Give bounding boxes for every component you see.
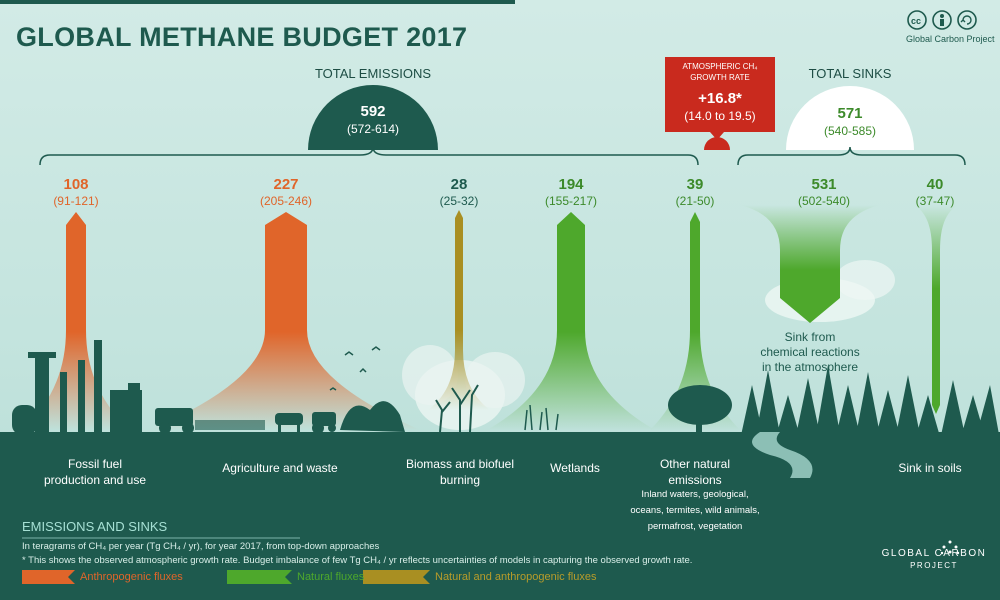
wetlands-value: 194 bbox=[558, 176, 584, 193]
fossil-fuel-value: 108 bbox=[63, 176, 89, 193]
legend-anthropogenic-label: Anthropogenic fluxes bbox=[80, 571, 183, 583]
legend-anthropogenic-swatch bbox=[22, 570, 75, 584]
growth-box bbox=[665, 57, 775, 132]
brand-mark bbox=[940, 540, 960, 555]
arrow-fossil-fuel bbox=[22, 212, 130, 430]
sink-soils-caption: Sink in soils bbox=[898, 461, 962, 475]
arrow-wetlands bbox=[487, 212, 655, 430]
growth-range: (14.0 to 19.5) bbox=[684, 109, 756, 123]
wetlands-caption: Wetlands bbox=[550, 461, 600, 475]
legend-note-1: In teragrams of CH₄ per year (Tg CH₄ / y… bbox=[22, 541, 380, 552]
other-natural-detail: Inland waters, geological, oceans, termi… bbox=[630, 489, 760, 532]
other-natural-value: 39 bbox=[686, 176, 704, 193]
sink-atmosphere-caption: Sink from chemical reactions in the atmo… bbox=[760, 330, 860, 374]
by-icon bbox=[940, 14, 944, 18]
growth-value: +16.8* bbox=[698, 90, 742, 107]
wetlands-range: (155-217) bbox=[544, 194, 598, 208]
total-emissions-dome bbox=[308, 85, 438, 150]
growth-label-2: GROWTH RATE bbox=[690, 73, 750, 82]
arrow-sink-soils bbox=[914, 205, 958, 414]
brand-line-2: PROJECT bbox=[910, 561, 958, 570]
total-sinks-dome bbox=[786, 86, 914, 150]
ground bbox=[0, 432, 1000, 600]
biomass-range: (25-32) bbox=[439, 194, 479, 208]
logo-text: Global Carbon Project bbox=[906, 34, 995, 44]
cc-icon: cc bbox=[911, 16, 921, 26]
growth-pointer bbox=[710, 132, 724, 140]
growth-marker bbox=[704, 137, 730, 150]
arrow-agriculture bbox=[150, 212, 420, 430]
emissions-bracket bbox=[39, 146, 699, 166]
sink-soils-range: (37-47) bbox=[915, 194, 955, 208]
total-emissions-label: TOTAL EMISSIONS bbox=[314, 66, 432, 81]
agriculture-range: (205-246) bbox=[259, 194, 313, 208]
emission-arrows bbox=[22, 210, 740, 430]
biomass-caption: Biomass and biofuel burning bbox=[405, 457, 515, 487]
total-emissions-range: (572-614) bbox=[346, 122, 400, 136]
growth-label-1: ATMOSPHERIC CH₄ bbox=[682, 62, 758, 71]
legend-mixed-label: Natural and anthropogenic fluxes bbox=[435, 571, 597, 583]
biomass-value: 28 bbox=[450, 176, 468, 193]
license-icons bbox=[907, 10, 977, 30]
sink-atmosphere-value: 531 bbox=[811, 176, 837, 193]
fossil-fuel-caption: Fossil fuel production and use bbox=[43, 457, 147, 487]
top-strip bbox=[0, 0, 515, 4]
landscape-silhouettes bbox=[12, 340, 1000, 440]
other-natural-range: (21-50) bbox=[675, 194, 715, 208]
total-sinks-value: 571 bbox=[837, 105, 863, 122]
total-sinks-range: (540-585) bbox=[823, 124, 877, 138]
sink-soils-value: 40 bbox=[926, 176, 944, 193]
other-natural-caption: Other natural emissions bbox=[659, 457, 731, 487]
page-title: GLOBAL METHANE BUDGET 2017 bbox=[16, 22, 468, 52]
agriculture-value: 227 bbox=[273, 176, 299, 193]
legend-natural-swatch bbox=[227, 570, 292, 584]
legend-heading: EMISSIONS AND SINKS bbox=[22, 519, 168, 534]
sink-atmosphere-range: (502-540) bbox=[797, 194, 851, 208]
river bbox=[752, 432, 813, 478]
fossil-fuel-range: (91-121) bbox=[53, 194, 99, 208]
legend-note-2: * This shows the observed atmospheric gr… bbox=[22, 555, 693, 566]
total-sinks-label: TOTAL SINKS bbox=[808, 66, 892, 81]
agriculture-caption: Agriculture and waste bbox=[222, 461, 338, 475]
legend-natural-label: Natural fluxes bbox=[297, 571, 365, 583]
brand-line-1: GLOBAL CARBON bbox=[881, 548, 987, 559]
sinks-bracket bbox=[737, 146, 966, 166]
total-emissions-value: 592 bbox=[360, 103, 386, 120]
legend-mixed-swatch bbox=[363, 570, 430, 584]
sa-icon bbox=[960, 15, 972, 25]
arrow-biomass bbox=[428, 210, 490, 410]
arrow-other-natural bbox=[650, 212, 740, 430]
arrow-sink-atmosphere bbox=[740, 205, 880, 323]
